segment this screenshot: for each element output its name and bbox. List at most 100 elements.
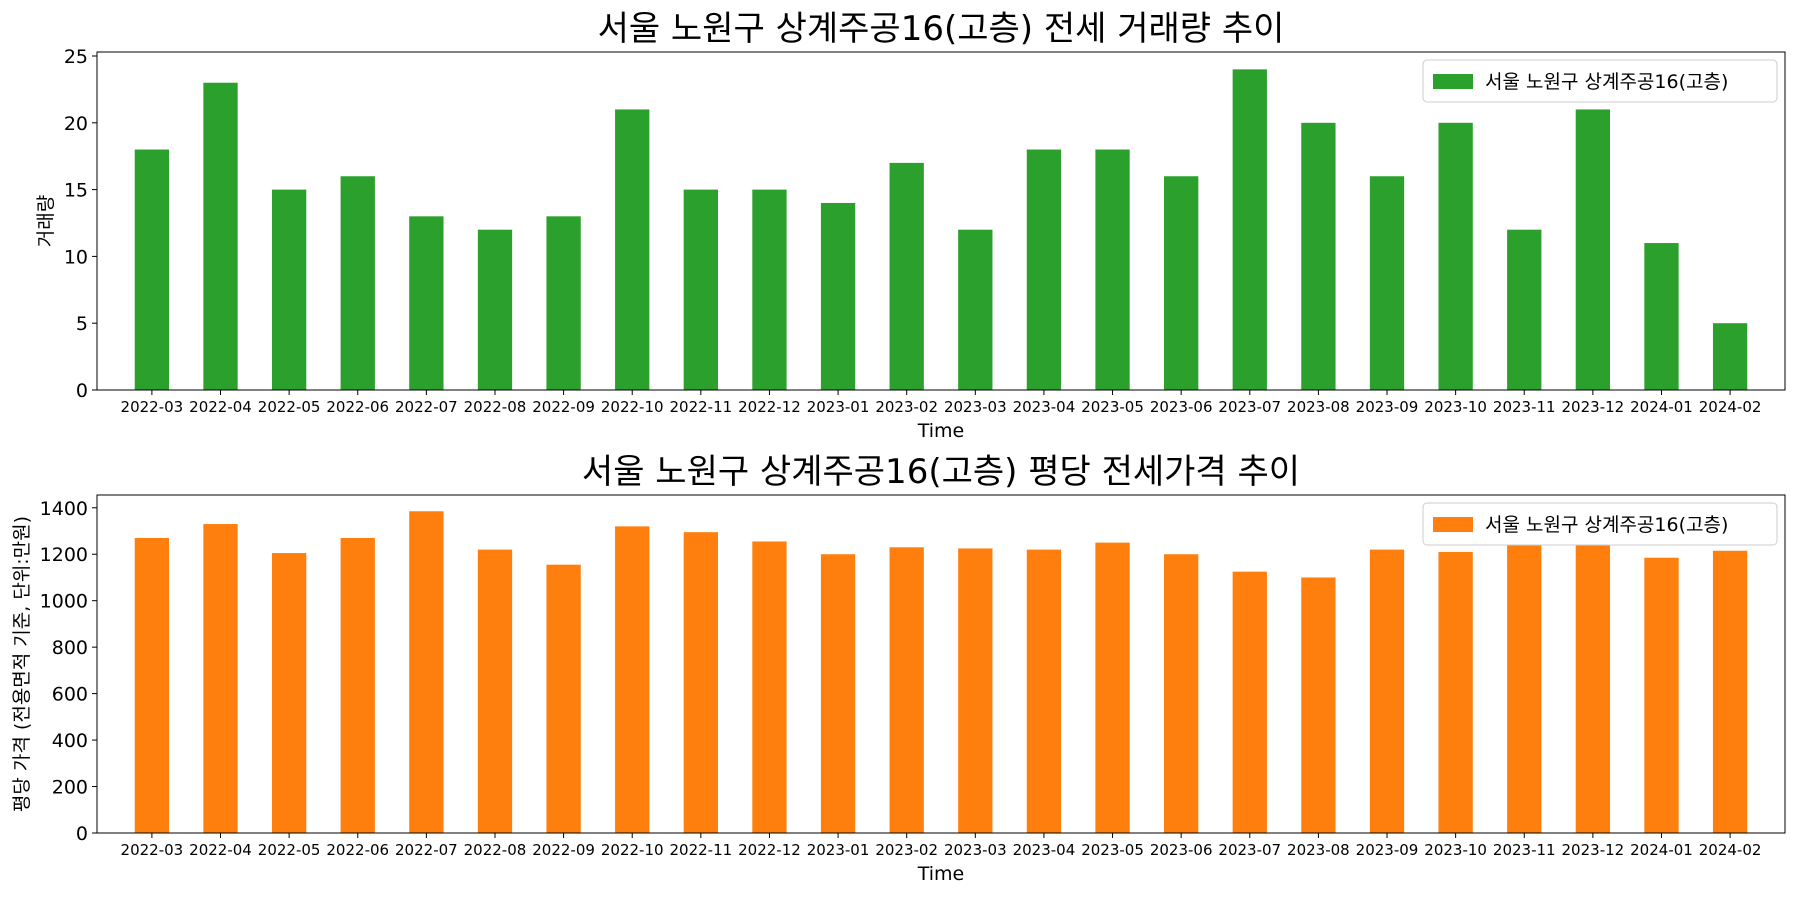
legend: 서울 노원구 상계주공16(고층) [1422,502,1778,546]
x-tick-label: 2023-07 [1218,398,1281,416]
x-tick-label: 2023-02 [875,398,938,416]
x-tick-label: 2022-09 [532,398,595,416]
bar-2023-06 [1164,554,1199,833]
chart-title: 서울 노원구 상계주공16(고층) 전세 거래량 추이 [598,9,1285,49]
x-tick-label: 2023-09 [1356,398,1419,416]
x-tick-label: 2022-03 [121,841,184,859]
x-tick-label: 2023-09 [1356,841,1419,859]
x-tick-label: 2022-10 [601,398,664,416]
bar-2023-10 [1438,551,1473,833]
volume-chart: 서울 노원구 상계주공16(고층) 전세 거래량 추이 2022-03 2022-0… [35,9,1786,442]
bar-2023-11 [1507,229,1542,390]
legend: 서울 노원구 상계주공16(고층) [1422,59,1778,103]
y-tick-label: 600 [52,684,88,706]
bar-2023-02 [889,162,924,390]
bar-2022-07 [409,216,444,390]
bar-2023-04 [1026,549,1062,833]
bar-2023-09 [1369,176,1405,390]
bar-2023-03 [958,548,993,833]
legend-box [1422,59,1778,103]
bar-2022-10 [615,526,650,833]
y-tick-label: 1200 [40,544,88,566]
legend-label: 서울 노원구 상계주공16(고층) [1485,71,1728,93]
bar-2023-09 [1369,549,1405,833]
price-chart: 서울 노원구 상계주공16(고층) 평당 전세가격 추이 2022-03 2022-… [11,452,1786,885]
y-axis-label: 거래량 [35,195,57,247]
x-tick-label: 2022-03 [121,398,184,416]
x-tick-label: 2022-06 [326,398,389,416]
x-tick-label: 2022-11 [669,398,732,416]
bar-2022-09 [546,216,581,390]
bar-2022-12 [752,189,787,390]
x-tick-label: 2023-05 [1081,398,1144,416]
x-tick-label: 2023-11 [1493,398,1556,416]
legend-swatch [1433,517,1473,532]
bar-2023-07 [1232,571,1267,833]
bar-2022-08 [477,229,513,390]
chart-title: 서울 노원구 상계주공16(고층) 평당 전세가격 추이 [582,452,1300,492]
bar-2022-05 [271,189,307,390]
x-tick-label: 2023-03 [944,841,1007,859]
bar-2022-12 [752,541,787,833]
y-tick-label: 25 [64,46,88,68]
x-tick-label: 2022-08 [464,841,527,859]
bar-2022-09 [546,564,581,833]
bar-2022-03 [134,537,170,833]
legend-swatch [1433,74,1473,89]
bar-2023-10 [1438,122,1473,390]
bar-2023-05 [1095,542,1130,833]
bar-2022-04 [203,82,238,391]
y-tick-label: 20 [64,113,88,135]
x-tick-label: 2024-02 [1699,398,1762,416]
bar-2024-01 [1644,557,1679,833]
bar-2022-08 [477,549,513,833]
x-tick-label: 2023-08 [1287,841,1350,859]
bar-2023-11 [1507,544,1542,833]
x-tick-label: 2023-12 [1562,841,1625,859]
x-tick-label: 2024-01 [1630,398,1693,416]
x-tick-label: 2023-08 [1287,398,1350,416]
x-tick-label: 2022-08 [464,398,527,416]
bar-2023-06 [1164,176,1199,390]
x-tick-label: 2022-05 [258,398,321,416]
bar-2023-01 [820,202,856,390]
x-tick-label: 2022-12 [738,398,801,416]
y-tick-label: 5 [76,313,88,335]
legend-label: 서울 노원구 상계주공16(고층) [1485,514,1728,536]
bar-2023-12 [1575,544,1611,833]
x-tick-label: 2023-03 [944,398,1007,416]
x-tick-label: 2022-05 [258,841,321,859]
x-tick-label: 2024-01 [1630,841,1693,859]
x-axis-label: Time [917,863,965,885]
bar-2022-04 [203,524,238,833]
x-tick-label: 2023-04 [1013,398,1076,416]
x-tick-label: 2023-07 [1218,841,1281,859]
x-tick-label: 2023-04 [1013,841,1076,859]
bar-2022-03 [134,149,170,390]
x-tick-label: 2023-06 [1150,841,1213,859]
x-tick-label: 2023-05 [1081,841,1144,859]
bar-2023-08 [1301,577,1336,833]
bar-2024-02 [1712,323,1748,390]
bar-2024-01 [1644,243,1679,390]
x-tick-label: 2022-09 [532,841,595,859]
x-tick-label: 2022-12 [738,841,801,859]
x-tick-label: 2023-12 [1562,398,1625,416]
y-tick-label: 0 [76,823,88,845]
bar-2023-08 [1301,122,1336,390]
x-tick-label: 2023-10 [1424,398,1487,416]
x-tick-label: 2023-11 [1493,841,1556,859]
bar-2023-01 [820,554,856,833]
bar-2022-07 [409,511,444,833]
x-tick-label: 2022-04 [189,398,252,416]
bar-2022-11 [683,189,718,390]
x-tick-label: 2022-11 [669,841,732,859]
x-tick-label: 2022-07 [395,398,458,416]
x-tick-label: 2023-01 [807,841,870,859]
bar-2022-06 [340,537,375,833]
x-tick-label: 2022-10 [601,841,664,859]
x-tick-label: 2024-02 [1699,841,1762,859]
bar-2024-02 [1712,550,1748,833]
x-tick-label: 2023-10 [1424,841,1487,859]
